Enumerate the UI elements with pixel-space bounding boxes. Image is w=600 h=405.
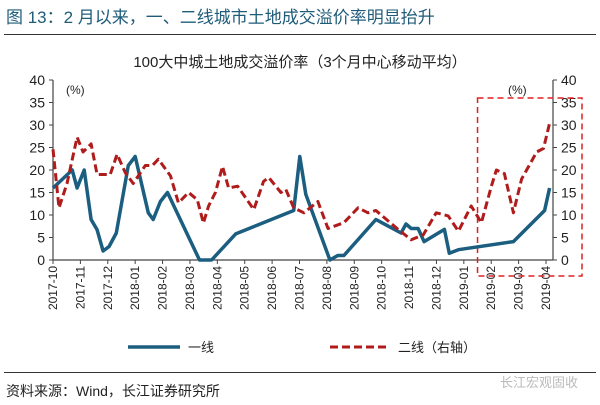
x-tick-label: 2018-04 bbox=[210, 266, 224, 310]
x-tick-label: 2019-01 bbox=[457, 266, 471, 310]
source-divider bbox=[4, 372, 596, 373]
x-tick-label: 2018-08 bbox=[320, 266, 334, 310]
right-tick-label: 15 bbox=[561, 185, 577, 201]
right-tick-label: 20 bbox=[561, 162, 577, 178]
x-tick-label: 2018-05 bbox=[238, 266, 252, 310]
x-tick-label: 2017-10 bbox=[46, 266, 60, 310]
series-line-tier1 bbox=[51, 154, 552, 262]
x-tick-label: 2019-04 bbox=[539, 266, 553, 310]
legend-label-tier2: 二线（右轴） bbox=[398, 340, 476, 355]
right-tick-label: 40 bbox=[561, 72, 577, 88]
x-tick-label: 2018-01 bbox=[128, 266, 142, 310]
x-tick-label: 2018-07 bbox=[293, 266, 307, 310]
left-axis-unit: (%) bbox=[66, 83, 85, 97]
x-tick-label: 2018-03 bbox=[183, 266, 197, 310]
right-tick-label: 5 bbox=[561, 230, 569, 246]
right-tick-label: 10 bbox=[561, 207, 577, 223]
series-line-tier2 bbox=[51, 122, 552, 242]
source-note: 资料来源：Wind，长江证券研究所 bbox=[6, 383, 220, 399]
left-tick-label: 0 bbox=[37, 252, 45, 268]
x-tick-label: 2018-11 bbox=[402, 266, 416, 309]
x-tick-label: 2017-11 bbox=[73, 266, 87, 309]
left-tick-label: 20 bbox=[29, 162, 45, 178]
right-axis-unit: (%) bbox=[508, 83, 527, 97]
watermark: 长江宏观固收 bbox=[499, 375, 578, 390]
left-tick-label: 5 bbox=[37, 230, 45, 246]
x-tick-label: 2018-09 bbox=[347, 266, 361, 310]
title-divider bbox=[4, 34, 596, 35]
right-tick-label: 25 bbox=[561, 140, 577, 156]
x-tick-label: 2019-03 bbox=[512, 266, 526, 310]
left-tick-label: 15 bbox=[29, 185, 45, 201]
x-tick-label: 2017-12 bbox=[101, 266, 115, 310]
figure-title: 图 13：2 月以来，一、二线城市土地成交溢价率明显抬升 bbox=[6, 8, 435, 27]
right-tick-label: 35 bbox=[561, 95, 577, 111]
left-tick-label: 10 bbox=[29, 207, 45, 223]
x-tick-label: 2018-12 bbox=[429, 266, 443, 310]
highlight-box bbox=[476, 97, 583, 277]
left-tick-label: 35 bbox=[29, 95, 45, 111]
x-tick-label: 2018-10 bbox=[375, 266, 389, 310]
left-tick-label: 25 bbox=[29, 140, 45, 156]
right-tick-label: 30 bbox=[561, 117, 577, 133]
legend-label-tier1: 一线 bbox=[188, 340, 214, 355]
legend: 一线 二线（右轴） bbox=[128, 340, 476, 355]
x-tick-label: 2018-02 bbox=[156, 266, 170, 310]
chart-title: 100大中城土地成交溢价率（3个月中心移动平均） bbox=[133, 53, 466, 71]
x-tick-label: 2019-02 bbox=[484, 266, 498, 310]
left-tick-label: 40 bbox=[29, 72, 45, 88]
x-tick-label: 2018-06 bbox=[265, 266, 279, 310]
right-tick-label: 0 bbox=[561, 252, 569, 268]
left-tick-label: 30 bbox=[29, 117, 45, 133]
